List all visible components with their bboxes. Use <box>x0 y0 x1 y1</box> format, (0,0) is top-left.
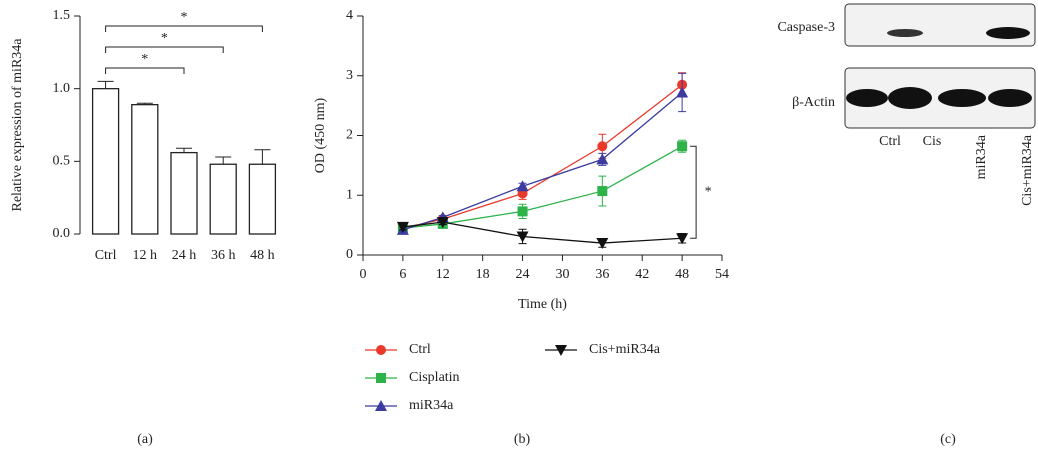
marker <box>677 141 688 152</box>
significance-mark: * <box>181 10 188 25</box>
lane-label: Cis <box>923 134 942 149</box>
x-tick-label: Ctrl <box>95 248 117 263</box>
significance-mark: * <box>141 52 148 67</box>
row-label: Caspase-3 <box>777 20 835 35</box>
x-tick-label: 24 <box>516 267 530 282</box>
panel-label: (b) <box>514 432 531 447</box>
bar <box>91 88 120 235</box>
y-tick-label: 1.5 <box>53 8 71 23</box>
x-tick-label: 12 <box>436 267 450 282</box>
legend-marker <box>376 373 386 383</box>
legend-label: Cisplatin <box>409 370 460 385</box>
significance-bracket <box>105 46 224 53</box>
x-tick-label: 42 <box>635 267 649 282</box>
row-label: β-Actin <box>792 95 835 110</box>
x-tick-label: 0 <box>360 267 367 282</box>
x-tick-label: 48 h <box>250 248 275 263</box>
marker <box>597 186 608 197</box>
significance-bracket <box>105 25 263 32</box>
legend-label: Ctrl <box>409 342 431 357</box>
bar <box>248 163 277 235</box>
x-tick-label: 48 <box>675 267 689 282</box>
x-tick-label: 18 <box>476 267 490 282</box>
bar <box>131 104 159 235</box>
blot-frame <box>844 3 1036 47</box>
band <box>888 87 932 109</box>
significance-mark: * <box>161 31 168 46</box>
marker <box>517 206 528 217</box>
blot-panel: Caspase-3 β-Actin Ctrl Cis miR34a Cis+mi… <box>777 3 1036 447</box>
series-line <box>402 91 683 231</box>
marker <box>516 231 529 243</box>
panel-label: (a) <box>137 432 153 447</box>
marker <box>676 233 689 245</box>
lane-label: Ctrl <box>879 134 901 149</box>
y-tick-label: 3 <box>346 68 353 83</box>
band <box>986 27 1030 39</box>
y-tick-label: 4 <box>346 8 353 23</box>
y-tick-label: 0.0 <box>53 226 71 241</box>
y-tick-label: 1.0 <box>53 81 71 96</box>
marker <box>516 180 529 192</box>
legend-label: miR34a <box>409 398 454 413</box>
marker <box>676 86 689 98</box>
x-tick-label: 36 <box>595 267 609 282</box>
x-tick-label: 6 <box>399 267 406 282</box>
bar <box>209 163 237 235</box>
lane-label: Cis+miR34a <box>1020 134 1035 206</box>
y-tick-label: 2 <box>346 128 353 143</box>
band <box>887 29 923 37</box>
legend-marker <box>555 345 567 356</box>
x-tick-label: 12 h <box>133 248 158 263</box>
bar <box>170 151 198 235</box>
y-axis-label: OD (450 nm) <box>313 97 328 173</box>
x-tick-label: 36 h <box>211 248 236 263</box>
legend-marker <box>375 400 387 411</box>
y-axis-label: Relative expression of miR34a <box>10 38 25 212</box>
significance-bracket <box>105 67 185 74</box>
panel-label: (c) <box>940 432 956 447</box>
lane-label: miR34a <box>974 134 989 179</box>
band <box>846 89 888 107</box>
x-axis-label: Time (h) <box>518 297 567 312</box>
marker <box>596 238 609 250</box>
legend-marker <box>376 345 386 355</box>
marker <box>436 217 449 229</box>
significance-bracket <box>690 145 697 239</box>
y-tick-label: 0.5 <box>53 154 71 169</box>
legend-label: Cis+miR34a <box>589 342 661 357</box>
significance-mark: * <box>705 184 712 199</box>
marker <box>596 153 609 165</box>
y-tick-label: 0 <box>346 247 353 262</box>
band <box>938 89 986 107</box>
marker <box>597 141 608 152</box>
y-tick-label: 1 <box>346 187 353 202</box>
x-tick-label: 54 <box>715 267 729 282</box>
marker <box>396 221 409 233</box>
band <box>988 89 1032 107</box>
x-tick-label: 24 h <box>172 248 197 263</box>
x-tick-label: 30 <box>555 267 569 282</box>
